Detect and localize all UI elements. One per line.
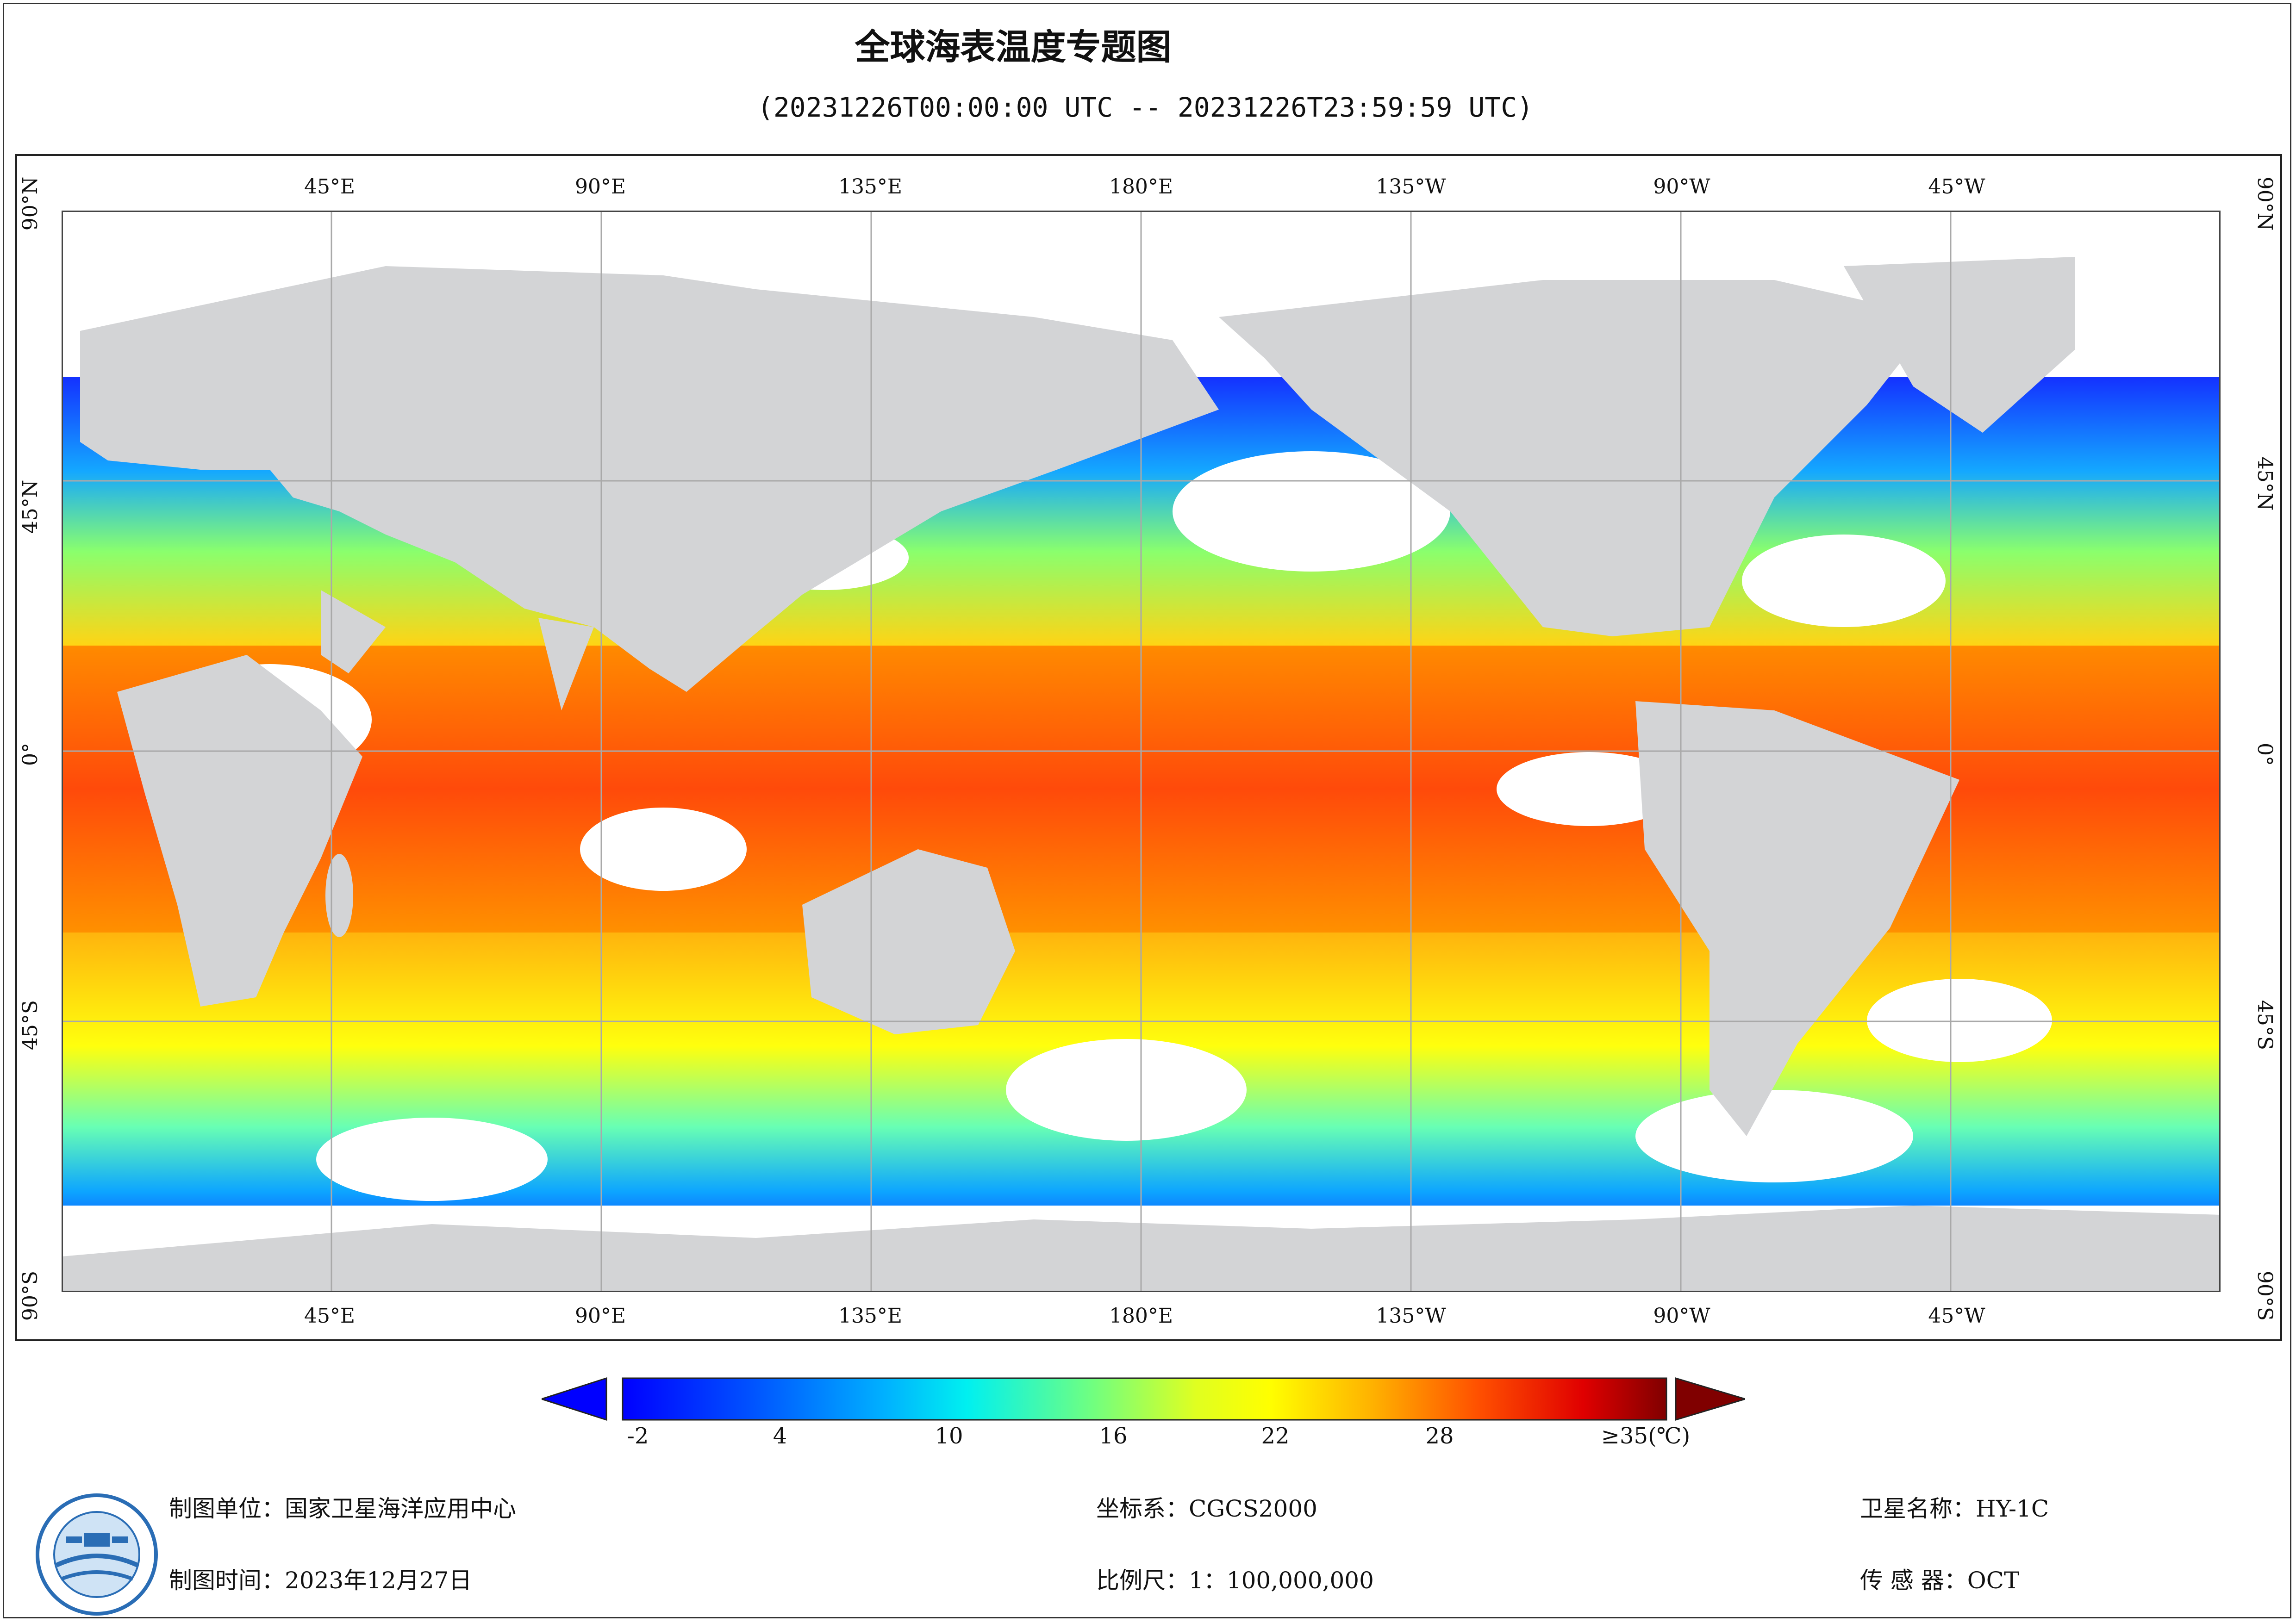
lat-tick-left-90s: 90°S [19, 1270, 42, 1321]
legend-label-4: 4 [773, 1423, 787, 1449]
legend-label-10: 10 [935, 1423, 963, 1449]
info-satellite: 卫星名称：HY-1C [1860, 1495, 2049, 1522]
map-title: 全球海表温度专题图 [855, 26, 1172, 68]
map-time-range: (20231226T00:00:00 UTC -- 20231226T23:59… [757, 92, 1534, 123]
lat-tick-right-45s: 45°S [2253, 1000, 2277, 1051]
lat-tick-left-90n: 90°N [19, 176, 42, 231]
lon-tick-top-90e: 90°E [574, 175, 626, 199]
lon-tick-bottom-135e: 135°E [838, 1304, 903, 1328]
lon-tick-bottom-45e: 45°E [304, 1304, 356, 1328]
lon-tick-top-135w: 135°W [1376, 175, 1446, 199]
legend-label-minus2: -2 [627, 1423, 649, 1449]
graticule [62, 211, 2221, 1292]
info-crs: 坐标系：CGCS2000 [1096, 1495, 1317, 1522]
land-eurasia [80, 266, 1219, 692]
lon-tick-top-45e: 45°E [304, 175, 356, 199]
land-africa [117, 655, 362, 1007]
lon-tick-top-90w: 90°W [1653, 175, 1710, 199]
lat-tick-left-0: 0° [19, 743, 42, 766]
lat-tick-right-0: 0° [2253, 743, 2277, 766]
lon-tick-bottom-90e: 90°E [574, 1304, 626, 1328]
lat-tick-right-45n: 45°N [2253, 456, 2277, 511]
legend-label-28: 28 [1425, 1423, 1454, 1449]
legend-label-16: 16 [1099, 1423, 1128, 1449]
lon-tick-bottom-90w: 90°W [1653, 1304, 1710, 1328]
lat-tick-left-45s: 45°S [19, 1000, 42, 1051]
land-australia [802, 849, 1015, 1034]
info-sensor: 传 感 器：OCT [1860, 1567, 2020, 1594]
lon-tick-bottom-180e: 180°E [1109, 1304, 1173, 1328]
lon-tick-bottom-135w: 135°W [1376, 1304, 1446, 1328]
sst-map [62, 211, 2221, 1292]
legend-label-22: 22 [1261, 1423, 1290, 1449]
lat-tick-right-90n: 90°N [2253, 176, 2277, 231]
lon-tick-top-45w: 45°W [1928, 175, 1985, 199]
land-madagascar [325, 854, 353, 937]
legend-min-arrow [542, 1377, 607, 1421]
info-date: 制图时间：2023年12月27日 [169, 1567, 472, 1594]
info-producer: 制图单位：国家卫星海洋应用中心 [169, 1495, 516, 1522]
lon-tick-bottom-45w: 45°W [1928, 1304, 1985, 1328]
outer-frame [3, 3, 2291, 1618]
land-north-america [1219, 280, 1936, 636]
legend-colorbar [542, 1377, 1745, 1421]
land-greenland [1844, 257, 2075, 433]
lon-tick-top-135e: 135°E [838, 175, 903, 199]
legend-gradient [622, 1377, 1667, 1421]
info-scale: 比例尺：1：100,000,000 [1096, 1567, 1374, 1594]
nsoas-logo [36, 1493, 158, 1616]
map-frame [15, 154, 2282, 1341]
land-south-america [1635, 701, 1959, 1136]
lat-tick-left-45n: 45°N [19, 479, 42, 534]
lon-tick-top-180e: 180°E [1109, 175, 1173, 199]
lat-tick-right-90s: 90°S [2253, 1270, 2277, 1321]
legend-max-arrow [1675, 1377, 1745, 1421]
legend-label-35: ≥35(℃) [1601, 1423, 1691, 1449]
